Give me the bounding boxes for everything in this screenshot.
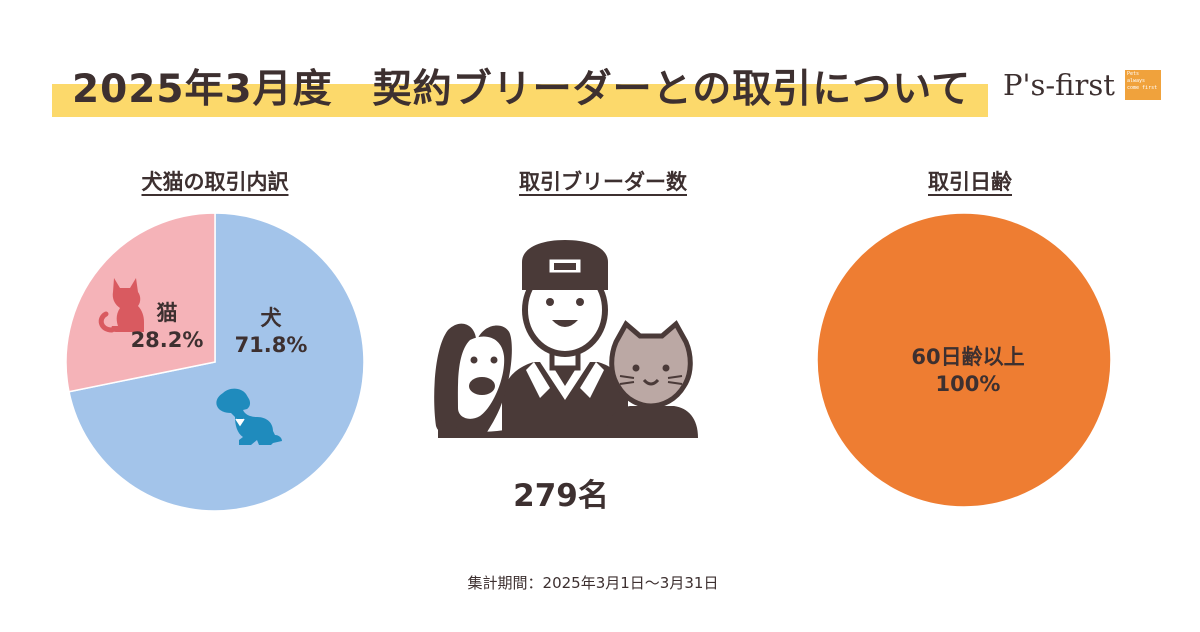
dog-icon [216, 388, 282, 445]
species-slice-1 [65, 212, 216, 393]
breeder-with-dog-and-cat-icon [434, 240, 698, 438]
breeder-count: 279名 [513, 478, 609, 514]
age-section-title: 取引日齢 [928, 170, 1012, 194]
species-section-title: 犬猫の取引内訳 [141, 170, 289, 194]
age-slice-0 [816, 212, 1112, 508]
dog-slice-value: 71.8% [234, 333, 308, 357]
brand-logo: P's-first Pets always come first [1003, 66, 1163, 106]
dog-slice-label: 犬 71.8% [235, 305, 308, 359]
title-highlight-band [52, 84, 988, 117]
species-slice-0 [68, 212, 365, 512]
cat-icon [98, 278, 144, 333]
page-title: 2025年3月度 契約ブリーダーとの取引について [72, 67, 972, 112]
age-slice-name: 60日齢以上 [911, 345, 1025, 369]
breeders-section-title: 取引ブリーダー数 [519, 170, 687, 194]
dog-slice-name: 犬 [260, 306, 282, 330]
logo-tagline-box: Pets always come first [1125, 70, 1161, 100]
cat-slice-name: 猫 [156, 301, 178, 325]
cat-slice-value: 28.2% [130, 328, 204, 352]
age-slice-value: 100% [935, 372, 1001, 396]
species-pie-chart [65, 212, 365, 512]
age-pie-chart [816, 212, 1112, 508]
age-slice-label: 60日齢以上 100% [911, 344, 1024, 398]
aggregation-period: 集計期間：2025年3月1日～3月31日 [467, 574, 719, 592]
logo-wordmark: P's-first [1003, 68, 1115, 102]
cat-slice-label: 猫 28.2% [131, 300, 204, 354]
